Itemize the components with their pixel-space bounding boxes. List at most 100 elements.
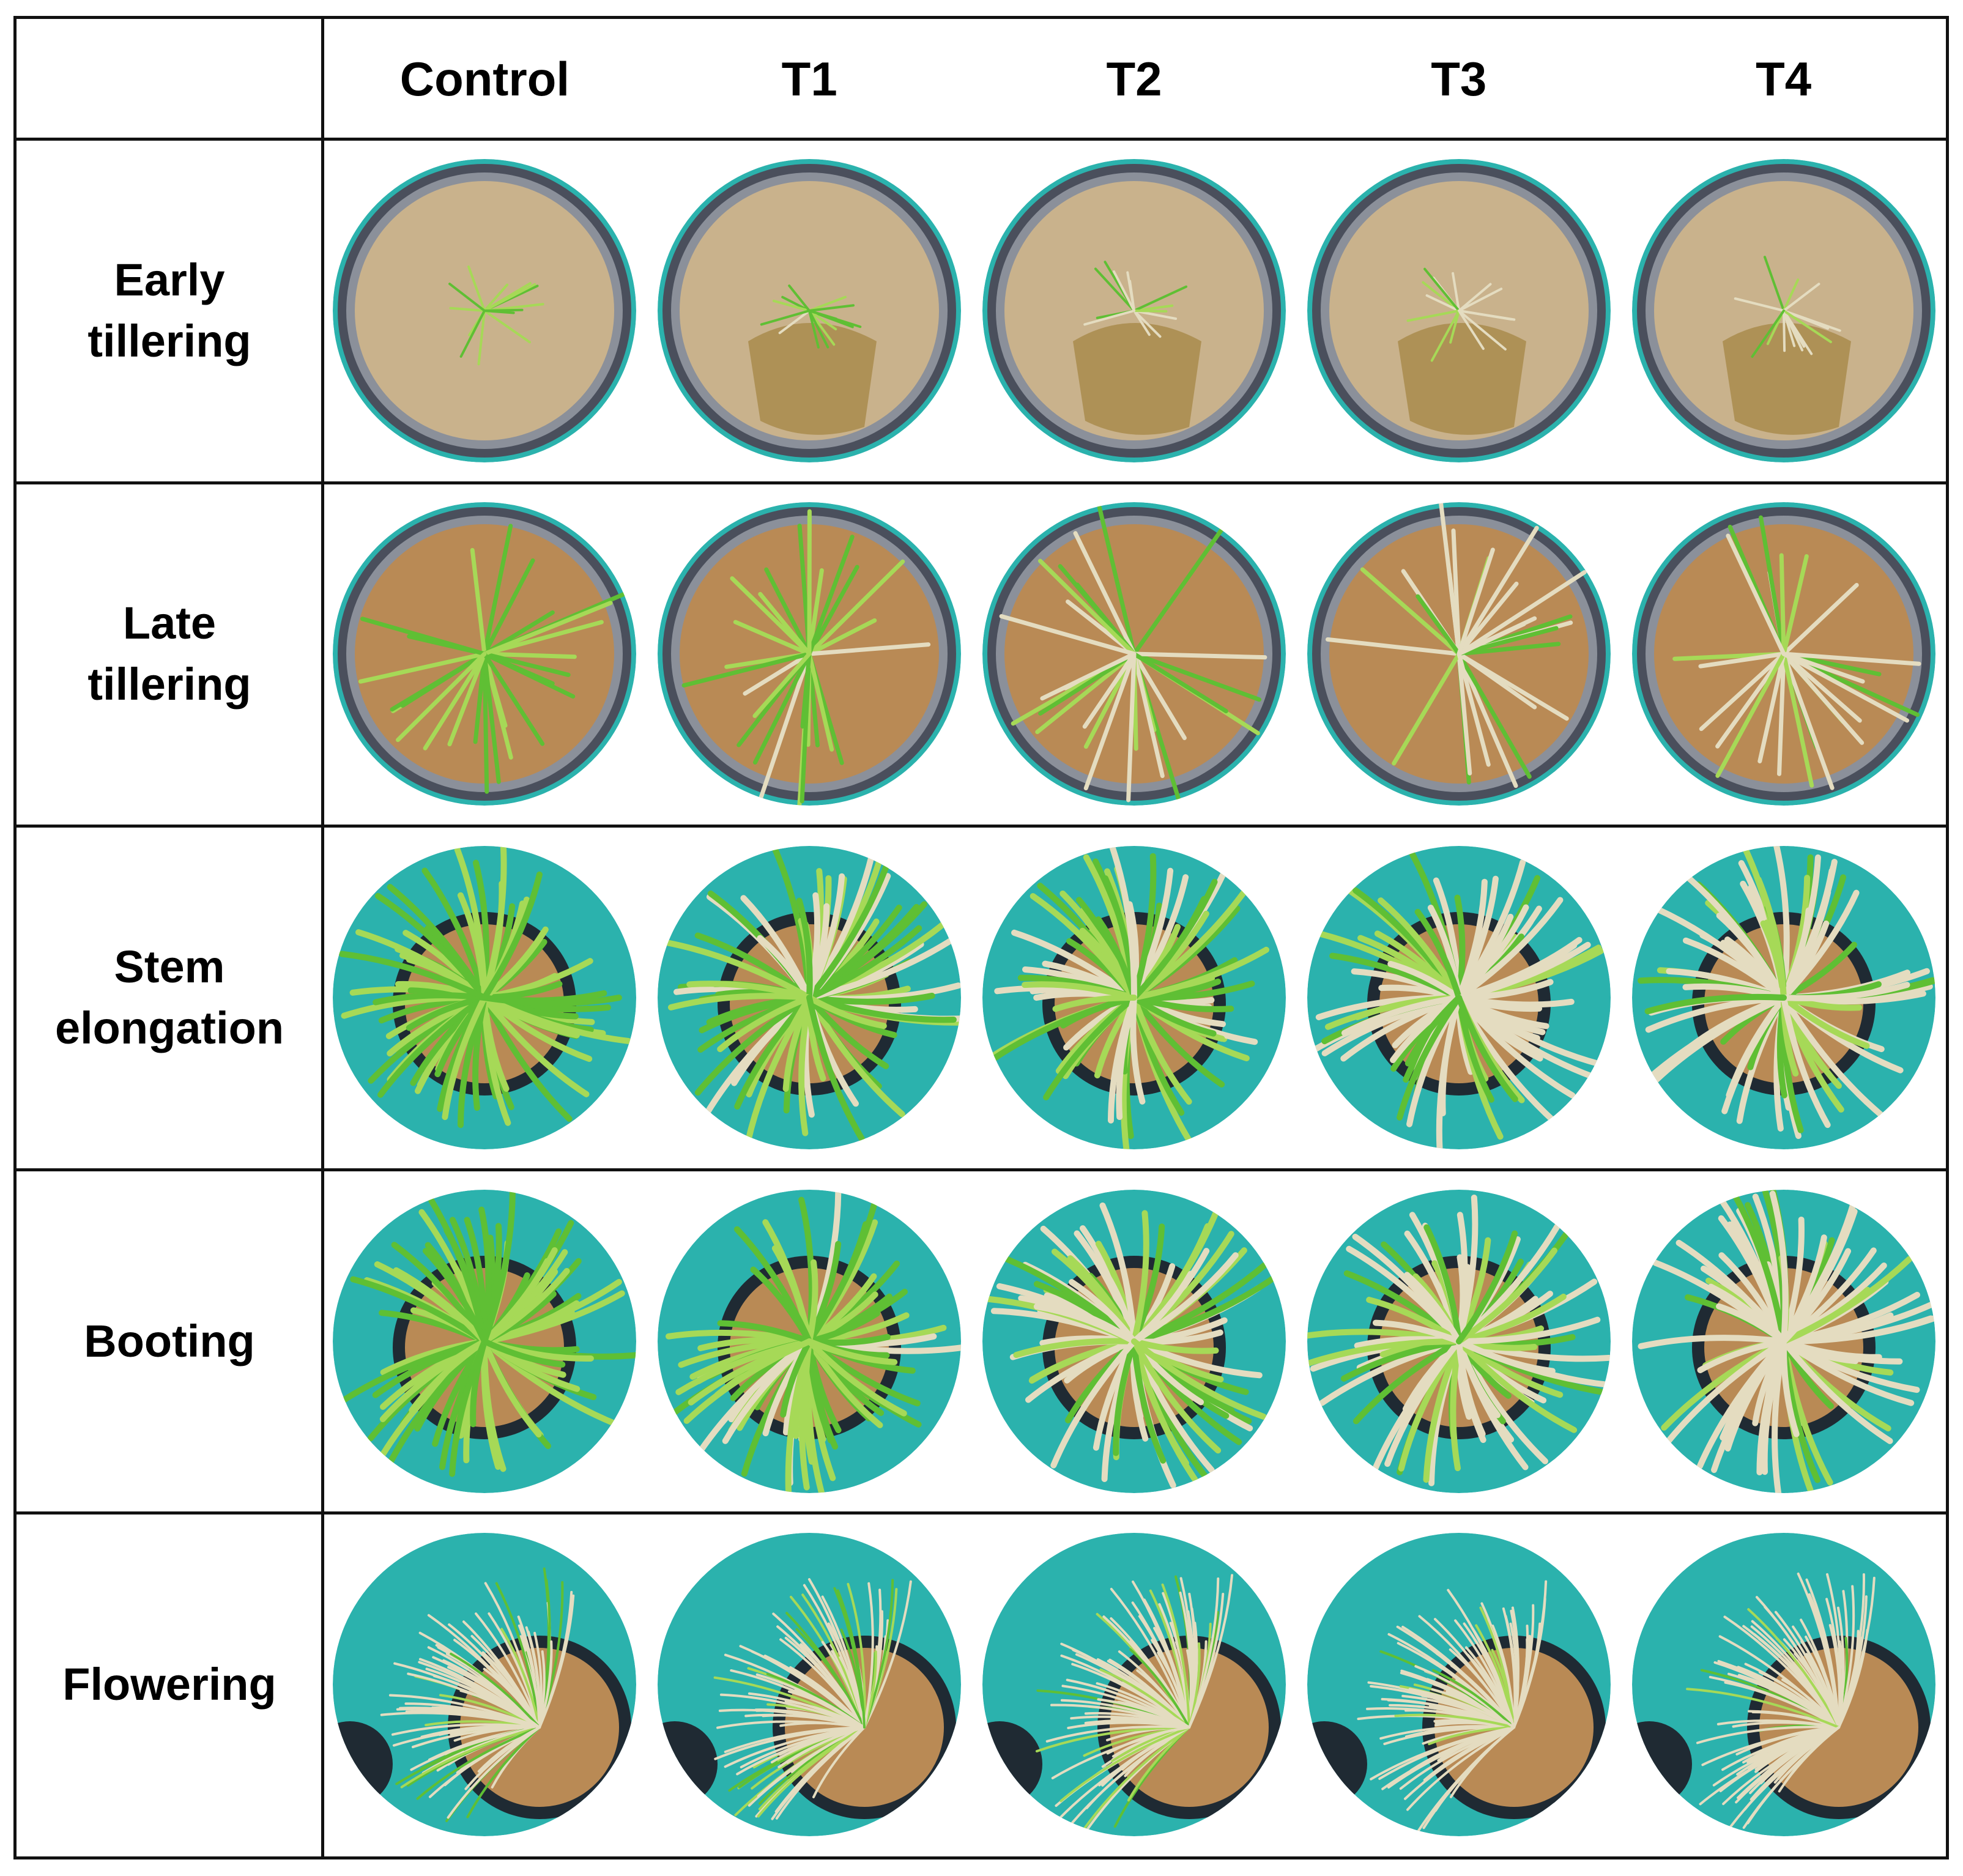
green-leaf bbox=[1414, 908, 1462, 1001]
dry-leaf bbox=[1769, 1190, 1789, 1344]
dry-leaf bbox=[1124, 1726, 1190, 1778]
dry-leaf bbox=[1781, 651, 1909, 723]
green-leaf bbox=[450, 1652, 541, 1729]
dry-leaf bbox=[475, 1612, 541, 1729]
dry-leaf bbox=[1387, 960, 1462, 1001]
green-leaf bbox=[1132, 285, 1188, 312]
green-leaf bbox=[1130, 946, 1269, 1001]
plant-photo bbox=[1307, 1189, 1611, 1493]
green-leaf bbox=[806, 1338, 907, 1417]
green-leaf bbox=[717, 994, 813, 1053]
column-header-label: Control bbox=[399, 51, 570, 106]
green-leaf bbox=[681, 651, 812, 688]
green-leaf bbox=[481, 1338, 566, 1368]
row-header: Late tillering bbox=[17, 483, 322, 826]
dry-leaf bbox=[478, 1726, 541, 1773]
green-leaf bbox=[1455, 994, 1518, 1102]
plant-photo bbox=[658, 845, 962, 1149]
green-leaf bbox=[495, 1582, 541, 1729]
green-leaf bbox=[1685, 1688, 1840, 1729]
photo-cell bbox=[647, 826, 972, 1170]
dry-leaf bbox=[538, 1594, 575, 1729]
dry-leaf bbox=[806, 873, 845, 1001]
green-leaf bbox=[807, 565, 859, 656]
dry-leaf bbox=[1719, 1338, 1787, 1440]
dry-leaf bbox=[1083, 309, 1135, 326]
green-leaf bbox=[1391, 651, 1461, 766]
dry-leaf bbox=[1781, 651, 1862, 723]
green-leaf bbox=[1307, 1338, 1462, 1368]
plant-photo bbox=[982, 158, 1286, 462]
green-leaf bbox=[1780, 941, 1857, 1001]
photo-cell bbox=[1296, 826, 1621, 1170]
row-header: Flowering bbox=[17, 1513, 322, 1856]
green-leaf bbox=[807, 535, 855, 656]
dry-leaf bbox=[1782, 309, 1805, 348]
dry-leaf bbox=[1781, 651, 1835, 791]
green-leaf bbox=[482, 651, 514, 760]
green-leaf bbox=[683, 1338, 813, 1424]
green-leaf bbox=[806, 1338, 839, 1450]
dry-leaf bbox=[1457, 309, 1485, 350]
green-leaf bbox=[1129, 1648, 1190, 1729]
green-leaf bbox=[483, 308, 524, 312]
green-leaf bbox=[806, 992, 935, 1005]
dry-leaf bbox=[1455, 897, 1564, 1001]
column-header: T3 bbox=[1296, 19, 1621, 139]
dry-leaf bbox=[1805, 1578, 1840, 1729]
dry-leaf bbox=[1652, 1259, 1787, 1344]
green-leaf bbox=[753, 651, 812, 765]
dry-leaf bbox=[1179, 1592, 1192, 1729]
plant-photo bbox=[982, 502, 1286, 806]
green-leaf bbox=[481, 994, 511, 1126]
green-leaf bbox=[472, 994, 488, 1111]
dry-leaf bbox=[1130, 1270, 1194, 1344]
green-leaf bbox=[1450, 1338, 1462, 1471]
photo-cell bbox=[972, 1513, 1297, 1856]
green-leaf bbox=[806, 859, 891, 1001]
green-leaf bbox=[467, 265, 486, 312]
dry-leaf bbox=[1771, 1338, 1787, 1493]
green-leaf bbox=[785, 1338, 813, 1493]
row-divider bbox=[17, 138, 1946, 141]
dry-leaf bbox=[1325, 637, 1461, 656]
green-leaf bbox=[1043, 994, 1137, 1100]
dry-leaf bbox=[1780, 982, 1910, 1001]
green-leaf bbox=[350, 1276, 488, 1344]
green-leaf bbox=[1161, 1583, 1190, 1729]
dry-leaf bbox=[1699, 651, 1786, 732]
dry-leaf bbox=[380, 1711, 541, 1729]
green-leaf bbox=[807, 618, 877, 656]
dry-leaf bbox=[1060, 1699, 1190, 1729]
green-leaf bbox=[481, 1247, 558, 1344]
green-leaf bbox=[373, 992, 488, 1006]
dry-leaf bbox=[1457, 309, 1507, 350]
dry-leaf bbox=[1455, 913, 1514, 1001]
green-leaf bbox=[699, 994, 813, 1034]
photo-cell bbox=[972, 1170, 1297, 1513]
green-leaf bbox=[466, 1726, 541, 1819]
green-leaf bbox=[421, 867, 488, 1001]
green-leaf bbox=[358, 651, 487, 684]
dry-leaf bbox=[1456, 651, 1472, 776]
green-leaf bbox=[847, 1582, 866, 1729]
dry-leaf bbox=[714, 1726, 866, 1760]
green-leaf bbox=[1130, 853, 1157, 1001]
green-leaf bbox=[375, 892, 488, 1001]
dry-leaf bbox=[1456, 616, 1537, 656]
dry-leaf bbox=[1436, 994, 1462, 1149]
dry-leaf bbox=[1132, 309, 1151, 336]
green-leaf bbox=[481, 926, 549, 1001]
dry-leaf bbox=[1728, 1726, 1840, 1829]
green-leaf bbox=[481, 994, 573, 1122]
green-leaf bbox=[1130, 1338, 1167, 1464]
column-header: T1 bbox=[647, 19, 972, 139]
green-leaf bbox=[482, 651, 502, 785]
green-leaf bbox=[482, 651, 577, 659]
photo-cell bbox=[1621, 1170, 1946, 1513]
dry-leaf bbox=[1341, 994, 1462, 1036]
wet-soil-patch bbox=[1397, 322, 1526, 435]
row-divider bbox=[17, 481, 1946, 484]
row-header: Booting bbox=[17, 1170, 322, 1513]
green-leaf bbox=[661, 939, 813, 1001]
